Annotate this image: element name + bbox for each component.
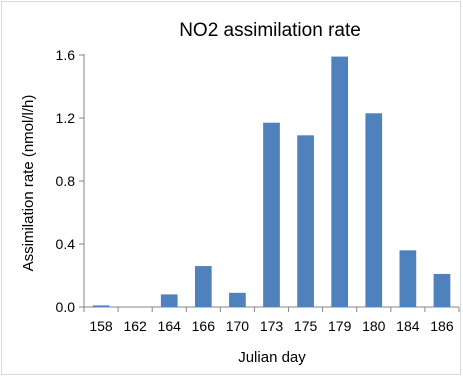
bar-173 [263, 122, 280, 307]
x-tick-label: 173 [260, 318, 284, 334]
x-axis-label: Julian day [238, 349, 306, 366]
x-tick-label: 184 [396, 318, 420, 334]
chart-title: NO2 assimilation rate [179, 20, 361, 41]
y-tick-label: 0.4 [56, 236, 76, 252]
bar-184 [399, 250, 417, 307]
bar-164 [160, 294, 178, 307]
x-tick-label: 158 [89, 318, 113, 334]
y-tick-label: 1.2 [56, 110, 76, 126]
bar-175 [297, 135, 314, 307]
bar-170 [229, 292, 246, 307]
bar-179 [331, 56, 349, 308]
y-tick-label: 1.6 [56, 47, 76, 63]
bar-186 [433, 273, 451, 307]
x-tick-label: 170 [226, 318, 250, 334]
bar-180 [365, 113, 383, 308]
y-tick-label: 0.0 [56, 299, 76, 315]
y-axis-label: Assimilation rate (nmol/l/h) [20, 95, 37, 272]
x-tick-label: 164 [158, 318, 182, 334]
bar-158 [92, 305, 110, 307]
plot-area: 0.0 0.4 0.8 1.2 1.6 158 162 164 166 170 173 175 179 1… [56, 47, 460, 334]
y-tick-label: 0.8 [56, 173, 76, 189]
bar-166 [194, 266, 212, 307]
x-tick-label: 180 [362, 318, 386, 334]
x-tick-label: 179 [328, 318, 352, 334]
x-tick-label: 166 [192, 318, 216, 334]
x-tick-label: 175 [294, 318, 318, 334]
x-tick-label: 186 [430, 318, 454, 334]
x-tick-label: 162 [123, 318, 147, 334]
